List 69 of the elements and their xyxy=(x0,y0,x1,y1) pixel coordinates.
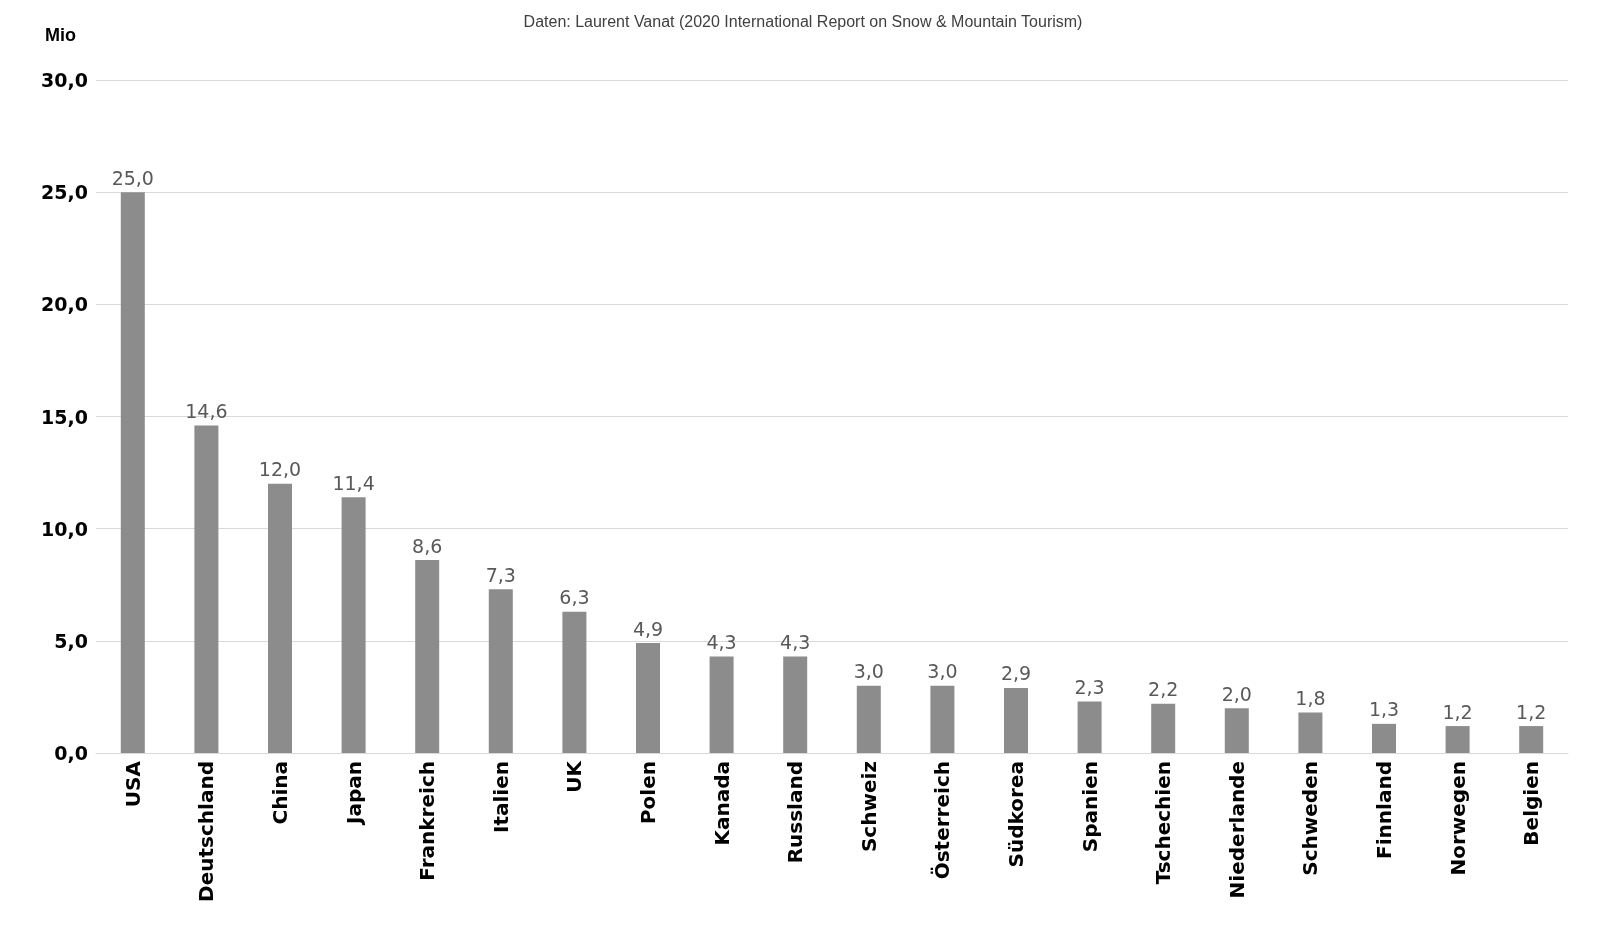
bar xyxy=(930,685,955,753)
data-label: 1,3 xyxy=(1368,698,1400,721)
x-tick-label: Österreich xyxy=(930,761,955,880)
text: Daten: Laurent Vanat (2020 International Report on Snow & Mountain Tourism) xyxy=(523,12,1083,30)
data-label: 25,0 xyxy=(111,166,154,189)
bar xyxy=(1224,708,1249,753)
x-tick-label: Japan xyxy=(341,761,366,826)
bar xyxy=(1519,726,1544,753)
bar xyxy=(1004,687,1028,753)
data-label: 12,0 xyxy=(258,458,302,481)
data-label: 1,8 xyxy=(1295,687,1326,710)
data-label: 14,6 xyxy=(185,399,228,422)
x-tick-label: Finnland xyxy=(1372,761,1396,859)
x-tick-label: Schweden xyxy=(1298,761,1323,876)
x-tick-label: Kanada xyxy=(709,761,734,846)
y-tick-label: 25,0 xyxy=(41,181,88,204)
data-label: 1,2 xyxy=(1442,700,1473,723)
bar xyxy=(1077,701,1102,753)
bar xyxy=(1445,726,1470,753)
bar xyxy=(783,656,808,753)
data-label: 2,0 xyxy=(1221,682,1252,705)
data-label: 3,0 xyxy=(927,660,958,683)
x-tick-label: Niederlande xyxy=(1224,761,1249,899)
bar xyxy=(1372,723,1396,753)
y-tick-label: 30,0 xyxy=(41,69,88,91)
x-tick-label: Südkorea xyxy=(1004,761,1028,868)
x-tick-label: Frankreich xyxy=(415,761,440,881)
x-tick-label: Tschechien xyxy=(1151,761,1176,885)
x-tick-label: Deutschland xyxy=(194,761,219,902)
bar xyxy=(1151,703,1176,753)
bar xyxy=(194,425,219,753)
y-tick-label: 10,0 xyxy=(41,517,88,540)
y-tick-label: 0,0 xyxy=(54,742,88,764)
data-label: 2,9 xyxy=(1000,662,1032,685)
y-tick-label: 5,0 xyxy=(54,629,88,652)
x-tick-label: Polen xyxy=(636,761,660,825)
bar xyxy=(120,192,145,753)
bar xyxy=(415,560,440,753)
data-label: 2,3 xyxy=(1074,675,1105,698)
data-label: 4,9 xyxy=(632,617,664,640)
x-tick-label: Norwegen xyxy=(1445,761,1470,876)
bar xyxy=(488,589,513,753)
bar xyxy=(268,483,292,753)
data-label: 6,3 xyxy=(559,586,590,609)
bar xyxy=(636,643,660,753)
y-axis-title: Mio xyxy=(45,25,76,45)
y-tick-label: 15,0 xyxy=(41,405,88,428)
data-label: 4,3 xyxy=(780,631,811,654)
x-tick-label: Russland xyxy=(783,761,808,864)
x-tick-label: UK xyxy=(562,759,587,793)
data-label: 7,3 xyxy=(485,563,516,586)
data-label: 2,2 xyxy=(1148,678,1179,701)
bar xyxy=(562,611,587,753)
x-tick-label: Italien xyxy=(488,761,513,834)
data-label: 1,2 xyxy=(1516,700,1547,723)
bar xyxy=(341,497,366,753)
bar xyxy=(709,656,734,753)
x-tick-label: Spanien xyxy=(1077,761,1102,853)
y-tick-label: 20,0 xyxy=(41,293,88,316)
bar xyxy=(856,685,881,753)
data-label: 4,3 xyxy=(706,631,737,654)
x-tick-label: Belgien xyxy=(1519,761,1544,846)
x-tick-label: USA xyxy=(120,760,145,808)
bar xyxy=(1298,712,1323,753)
data-label: 3,0 xyxy=(853,660,884,683)
x-tick-label: Schweiz xyxy=(856,761,881,853)
x-tick-label: China xyxy=(268,761,292,825)
data-label: 8,6 xyxy=(412,534,443,557)
data-label: 11,4 xyxy=(332,471,375,494)
